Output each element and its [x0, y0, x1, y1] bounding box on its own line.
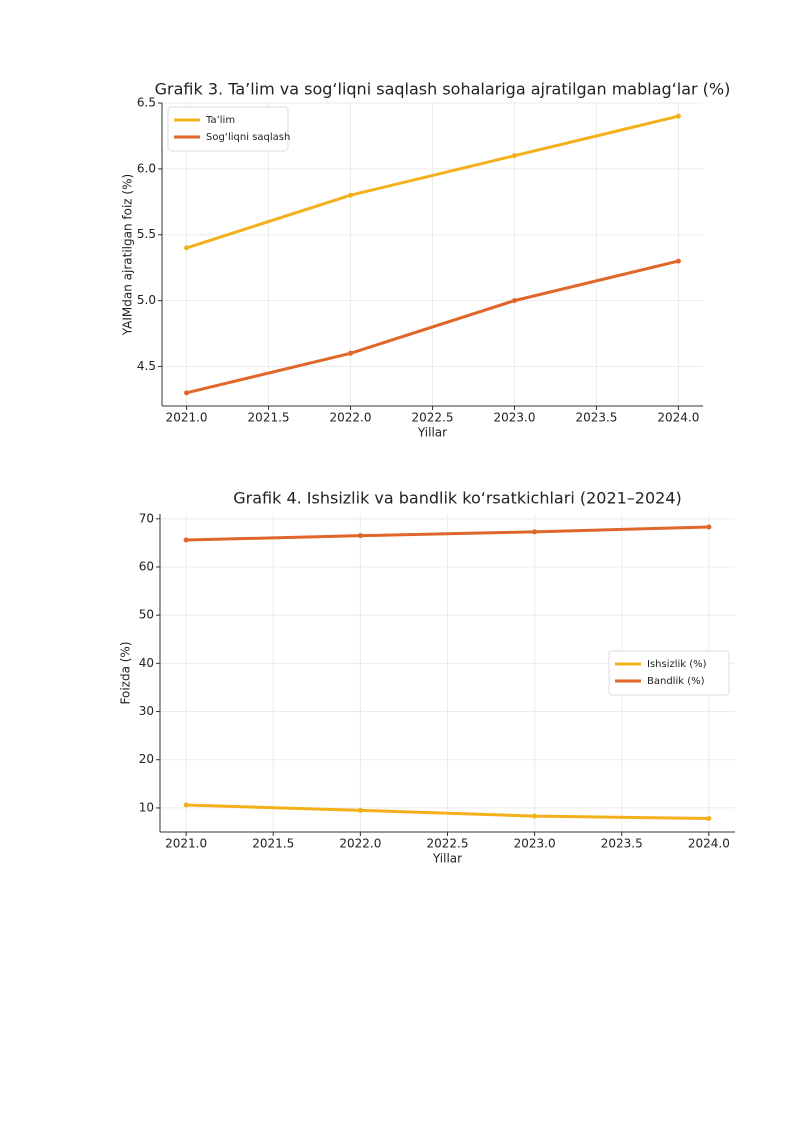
y-tick-label: 30 — [139, 704, 154, 718]
point — [511, 153, 517, 159]
point — [675, 258, 681, 264]
point — [348, 192, 354, 198]
x-tick-label: 2024.0 — [657, 411, 699, 425]
y-tick-label: 70 — [139, 511, 154, 525]
y-axis-label: Foizda (%) — [119, 642, 133, 705]
x-tick-label: 2022.0 — [339, 837, 381, 851]
x-tick-label: 2024.0 — [688, 837, 730, 851]
legend-label: Ishsizlik (%) — [647, 659, 707, 670]
point — [348, 350, 354, 356]
legend-label: Sog‘liqni saqlash — [206, 132, 290, 143]
series-line — [186, 114, 679, 250]
point — [532, 813, 538, 819]
legend-label: Ta’lim — [205, 115, 235, 126]
point — [706, 816, 712, 822]
y-tick-label: 5.0 — [137, 293, 156, 307]
point — [511, 298, 517, 304]
y-axis-label: YAIMdan ajratilgan foiz (%) — [121, 174, 135, 336]
x-tick-label: 2023.5 — [575, 411, 617, 425]
chart-title: Grafik 4. Ishsizlik va bandlik ko‘rsatki… — [233, 489, 682, 508]
point — [183, 537, 189, 543]
point — [357, 533, 363, 539]
y-tick-label: 10 — [139, 800, 154, 814]
x-tick-label: 2023.5 — [601, 837, 643, 851]
legend-box — [167, 106, 289, 152]
y-tick-label: 20 — [139, 752, 154, 766]
y-tick-label: 6.5 — [137, 96, 156, 110]
x-tick-label: 2021.0 — [166, 411, 208, 425]
point — [183, 802, 189, 808]
series-line — [186, 525, 709, 542]
y-tick-label: 4.5 — [137, 359, 156, 373]
point — [675, 113, 681, 119]
y-tick-label: 60 — [139, 560, 154, 574]
x-tick-label: 2023.0 — [514, 837, 556, 851]
series-line — [186, 259, 679, 395]
y-tick-label: 40 — [139, 656, 154, 670]
x-axis-label: Yillar — [432, 852, 462, 866]
x-tick-label: 2022.0 — [330, 411, 372, 425]
point — [532, 529, 538, 535]
series-line — [186, 803, 709, 821]
x-axis-label: Yillar — [417, 426, 447, 440]
chart-title: Grafik 3. Ta’lim va sog‘liqni saqlash so… — [155, 80, 731, 99]
point — [357, 807, 363, 813]
y-tick-label: 50 — [139, 608, 154, 622]
y-tick-label: 5.5 — [137, 227, 156, 241]
x-tick-label: 2022.5 — [412, 411, 454, 425]
point — [706, 524, 712, 530]
legend-box — [608, 650, 730, 696]
point — [184, 245, 190, 251]
x-tick-label: 2021.5 — [248, 411, 290, 425]
x-tick-label: 2023.0 — [493, 411, 535, 425]
x-tick-label: 2021.5 — [252, 837, 294, 851]
y-tick-label: 6.0 — [137, 161, 156, 175]
x-tick-label: 2022.5 — [427, 837, 469, 851]
x-tick-label: 2021.0 — [165, 837, 207, 851]
point — [184, 390, 190, 396]
legend-label: Bandlik (%) — [647, 676, 705, 687]
